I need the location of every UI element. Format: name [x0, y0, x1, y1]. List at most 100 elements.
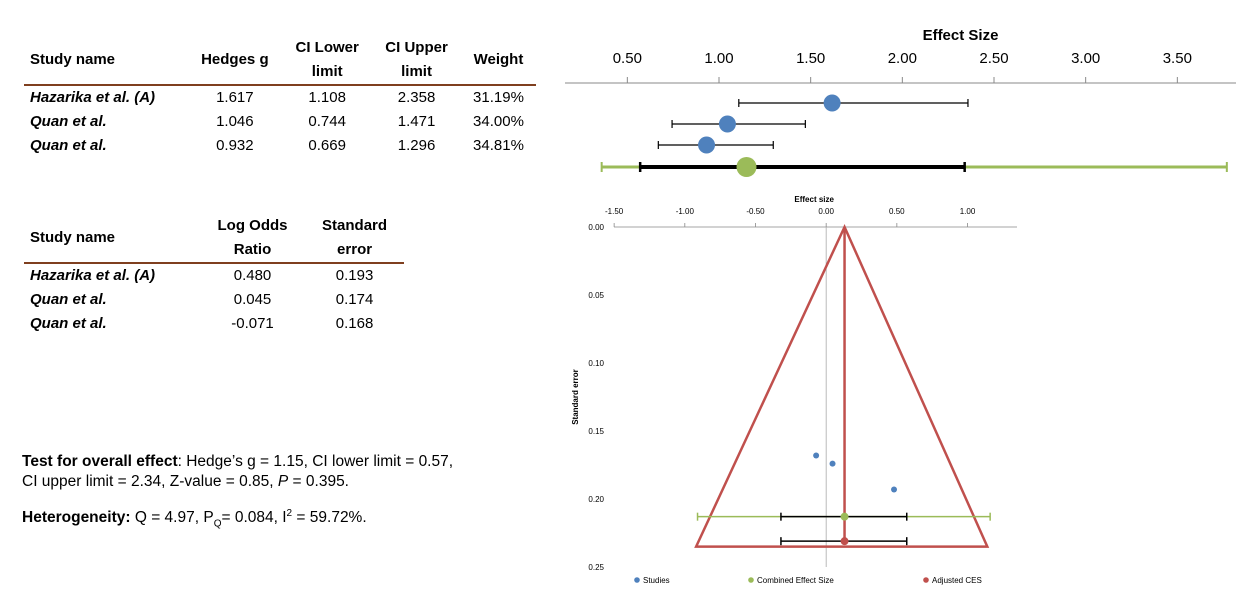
funnel-y-tick-label: 0.25	[588, 563, 604, 572]
table-row: Quan et al. 0.045 0.174	[24, 288, 404, 312]
forest-tick-label: 1.00	[704, 50, 733, 67]
funnel-x-tick-label: -0.50	[746, 207, 765, 216]
column-header-text: Study name	[30, 51, 116, 68]
table-row: Hazarika et al. (A) 1.617 1.108 2.358 31.19%	[24, 85, 536, 110]
value-cell: 0.045	[233, 291, 272, 308]
column-header-text: Ratio	[233, 241, 272, 258]
funnel-y-tick-label: 0.15	[588, 427, 604, 436]
forest-tick-label: 2.00	[888, 50, 917, 67]
value-cell: 1.108	[308, 89, 346, 106]
value-cell: 0.669	[308, 137, 346, 154]
table-row: Hazarika et al. (A) 0.480 0.193	[24, 263, 404, 288]
heterogeneity-sub: Q	[213, 518, 222, 530]
funnel-adjusted-marker	[840, 537, 849, 546]
study-name-cell: Quan et al.	[30, 113, 107, 130]
summary-notes: Test for overall effect: Hedge’s g = 1.1…	[22, 452, 502, 534]
value-cell: 34.00%	[473, 113, 524, 130]
value-cell: 31.19%	[473, 89, 524, 106]
funnel-triangle	[694, 223, 990, 548]
table-row: Quan et al. 1.046 0.744 1.471 34.00%	[24, 110, 536, 134]
column-header: Log Odds Ratio	[199, 214, 306, 264]
heterogeneity-text-a: Q = 4.97, P	[130, 509, 214, 527]
study-name-cell: Quan et al.	[30, 137, 107, 154]
column-header-text: Hedges g	[201, 51, 269, 68]
combined-marker	[736, 157, 757, 177]
overall-effect-p-value: = 0.395.	[288, 473, 349, 490]
funnel-x-tick-label: -1.00	[676, 207, 695, 216]
value-cell: 34.81%	[473, 137, 524, 154]
heterogeneity-note: Heterogeneity: Q = 4.97, PQ= 0.084, I2 =…	[22, 504, 502, 534]
value-cell: -0.071	[231, 315, 274, 332]
value-cell: 0.480	[233, 267, 272, 284]
log-odds-table-body: Hazarika et al. (A) 0.480 0.193 Quan et al.…	[24, 263, 404, 336]
funnel-study-point	[829, 460, 836, 467]
legend-label: Combined Effect Size	[757, 576, 834, 585]
study-marker	[698, 136, 716, 154]
funnel-x-tick-label: -1.50	[605, 207, 624, 216]
column-header: Study name	[24, 36, 188, 86]
funnel-y-axis-title: Standard error	[571, 369, 580, 425]
legend-marker	[748, 577, 754, 583]
effect-size-table-body: Hazarika et al. (A) 1.617 1.108 2.358 31.19%…	[24, 85, 536, 158]
effect-size-table: Study name Hedges g CI Lower limit CI Upper l…	[24, 36, 536, 158]
value-cell: 1.471	[397, 113, 436, 130]
column-header-text: Study name	[30, 229, 116, 246]
funnel-x-axis-title: Effect size	[794, 195, 834, 204]
overall-effect-note: Test for overall effect: Hedge’s g = 1.1…	[22, 452, 502, 492]
column-header: CI Lower limit	[282, 36, 373, 86]
funnel-y-tick-label: 0.05	[588, 291, 604, 300]
column-header: Study name	[24, 214, 200, 264]
forest-tick-label: 3.50	[1163, 50, 1192, 67]
value-cell: 0.744	[308, 113, 346, 130]
forest-title: Effect Size	[923, 27, 999, 44]
table-row: Quan et al. -0.071 0.168	[24, 312, 404, 336]
column-header-text: Standard	[322, 217, 388, 234]
study-marker	[823, 94, 841, 112]
heterogeneity-label: Heterogeneity:	[22, 509, 131, 527]
study-marker	[718, 115, 736, 133]
column-header: Standard error	[305, 214, 404, 264]
heterogeneity-sup: 2	[286, 508, 293, 519]
funnel-combined-marker	[840, 512, 849, 521]
column-header-text: Log Odds	[217, 217, 288, 234]
column-header: CI Upper limit	[372, 36, 461, 86]
funnel-study-point	[813, 452, 820, 459]
funnel-x-tick-label: 0.00	[818, 207, 834, 216]
log-odds-table: Study name Log Odds Ratio Standard error Haz…	[24, 214, 404, 336]
legend-marker	[923, 577, 929, 583]
forest-tick-label: 2.50	[979, 50, 1008, 67]
column-header-text: CI Upper	[385, 39, 448, 56]
funnel-x-tick-label: 1.00	[960, 207, 976, 216]
study-name-cell: Hazarika et al. (A)	[30, 267, 156, 284]
column-header-text: limit	[311, 63, 343, 80]
heterogeneity-text-b: = 0.084, I	[221, 509, 287, 527]
column-header-text: CI Lower	[295, 39, 359, 56]
value-cell: 0.932	[216, 137, 254, 154]
value-cell: 1.296	[397, 137, 436, 154]
column-header-text: error	[337, 241, 373, 258]
legend-label: Adjusted CES	[932, 576, 982, 585]
study-name-cell: Quan et al.	[30, 315, 107, 332]
overall-effect-text-2: CI upper limit = 2.34, Z-value = 0.85,	[22, 473, 278, 490]
value-cell: 0.193	[335, 267, 374, 284]
forest-tick-label: 0.50	[613, 50, 642, 67]
value-cell: 0.168	[335, 315, 374, 332]
column-header-text: Weight	[473, 51, 524, 68]
value-cell: 1.617	[216, 89, 254, 106]
column-header-text: limit	[401, 63, 432, 80]
funnel-y-tick-label: 0.10	[588, 359, 604, 368]
overall-effect-text-1: : Hedge’s g = 1.15, CI lower limit = 0.5…	[177, 453, 454, 470]
column-header: Hedges g	[187, 36, 283, 86]
effect-size-table-header: Study name Hedges g CI Lower limit CI Upper l…	[24, 36, 536, 86]
column-header: Weight	[460, 36, 536, 86]
overall-effect-p-symbol: P	[277, 473, 289, 490]
forest-tick-label: 3.00	[1071, 50, 1100, 67]
log-odds-table-header: Study name Log Odds Ratio Standard error	[24, 214, 404, 264]
legend-marker	[634, 577, 640, 583]
forest-tick-label: 1.50	[796, 50, 825, 67]
heterogeneity-text-c: = 59.72%.	[292, 509, 367, 527]
table-row: Quan et al. 0.932 0.669 1.296 34.81%	[24, 134, 536, 158]
funnel-x-tick-label: 0.50	[889, 207, 905, 216]
